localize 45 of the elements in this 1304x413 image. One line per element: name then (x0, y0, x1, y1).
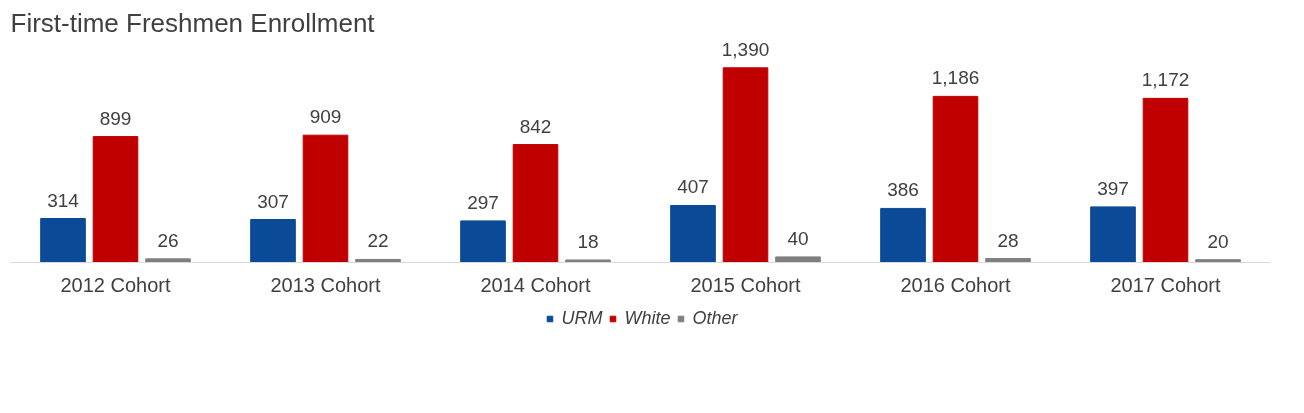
legend-label: White (624, 307, 671, 329)
data-label: 26 (157, 229, 179, 251)
bar (512, 144, 559, 263)
data-label: 386 (887, 179, 919, 201)
x-tick-label: 2012 Cohort (60, 273, 171, 296)
x-tick-label: 2016 Cohort (900, 273, 1011, 296)
bar (932, 95, 979, 263)
bar (880, 207, 926, 263)
bar (565, 259, 611, 263)
data-label: 1,172 (1141, 69, 1190, 91)
legend-label: Other (692, 307, 738, 329)
data-label: 307 (257, 190, 289, 212)
bar (460, 220, 506, 263)
bar (302, 134, 349, 263)
bar (250, 219, 296, 263)
data-label: 28 (997, 229, 1019, 251)
data-label: 40 (787, 227, 809, 249)
bar (1142, 97, 1189, 263)
data-label: 407 (677, 176, 709, 198)
bar (985, 258, 1031, 263)
chart-title: First-time Freshmen Enrollment (10, 7, 376, 38)
data-label: 909 (309, 106, 342, 128)
data-label: 397 (1097, 177, 1129, 199)
x-tick-label: 2015 Cohort (690, 273, 801, 296)
bar (1090, 206, 1136, 263)
data-label: 1,186 (931, 67, 980, 89)
data-label: 22 (367, 230, 389, 252)
data-label: 842 (519, 115, 552, 137)
x-tick-label: 2017 Cohort (1110, 273, 1221, 296)
data-label: 899 (99, 107, 132, 129)
x-tick-label: 2014 Cohort (480, 273, 591, 296)
bar (722, 67, 769, 263)
bar (1195, 259, 1241, 263)
data-label: 18 (577, 230, 599, 252)
bar (670, 204, 716, 263)
bar (145, 258, 191, 263)
legend-label: URM (561, 307, 603, 329)
x-tick-label: 2013 Cohort (270, 273, 381, 296)
data-label: 1,390 (721, 38, 770, 60)
data-label: 297 (467, 191, 499, 213)
bar (40, 218, 86, 263)
bar (775, 256, 821, 263)
bar (92, 136, 139, 263)
data-label: 314 (47, 189, 80, 211)
data-label: 20 (1207, 230, 1229, 252)
